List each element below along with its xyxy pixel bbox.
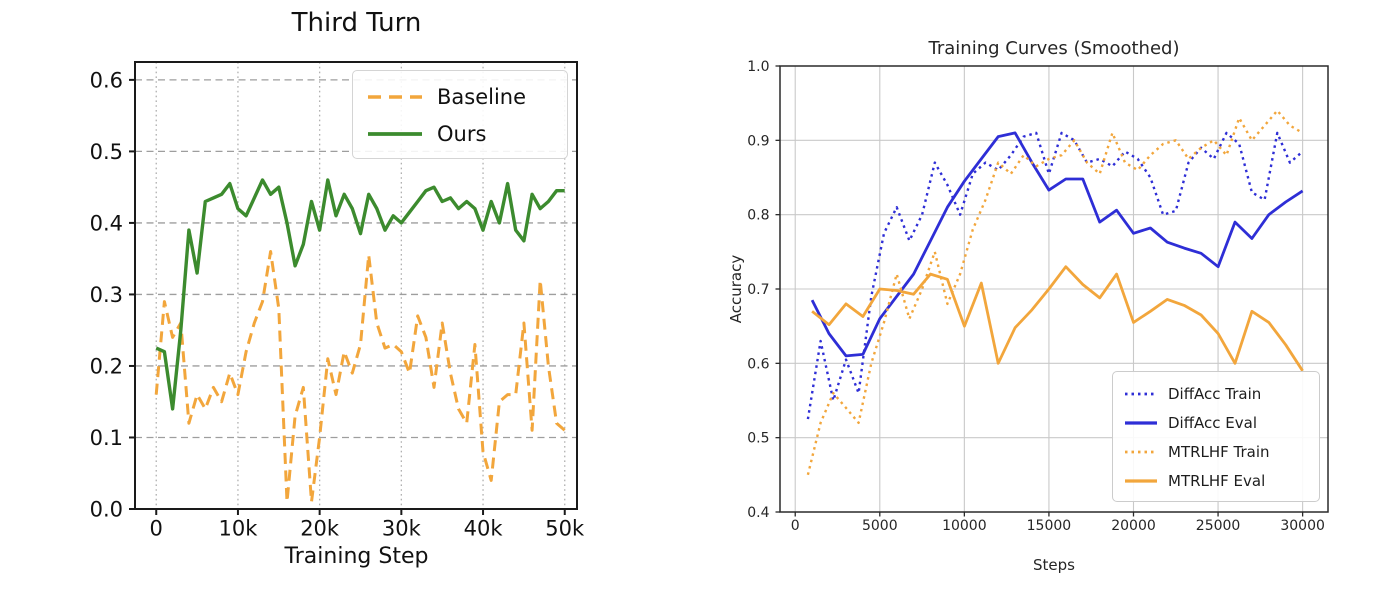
y-tick-label: 0.8 <box>747 208 769 224</box>
legend-line-swatch-baseline <box>368 94 422 99</box>
series-line-mtrlhf-train <box>806 109 1304 476</box>
y-tick-label: 0.5 <box>90 140 123 164</box>
y-tick-label: 0.4 <box>747 505 769 521</box>
x-tick-label: 40k <box>464 517 504 541</box>
x-tick-label: 30k <box>382 517 422 541</box>
plot-border <box>134 61 578 510</box>
training-curves-chart: 0 5000 10000 15000 20000 25000 30000 0.4 0.5 0.6 0… <box>747 59 1329 534</box>
legend-line-swatch-ours <box>368 131 422 136</box>
x-axis-label-steps: Steps <box>1033 556 1075 574</box>
legend-third-turn: Baseline Ours <box>352 70 568 159</box>
y-tick-label: 0.6 <box>747 356 769 372</box>
x-tick-label: 30000 <box>1280 518 1325 534</box>
y-tick-label: 0.0 <box>90 498 123 522</box>
legend-item-diffacc-eval: DiffAcc Eval <box>1124 408 1308 437</box>
legend-line-swatch-diffacc-train <box>1125 392 1157 395</box>
legend-label: MTRLHF Train <box>1168 442 1270 461</box>
x-tick-label: 10000 <box>942 518 987 534</box>
legend-label: DiffAcc Train <box>1168 384 1262 403</box>
chart-title-training-curves: Training Curves (Smoothed) <box>928 38 1180 59</box>
series-line-diffacc-train <box>806 131 1304 420</box>
legend-label: DiffAcc Eval <box>1168 413 1258 432</box>
legend-label: MTRLHF Eval <box>1168 471 1266 490</box>
x-tick-label: 5000 <box>862 518 898 534</box>
x-tick-label: 10k <box>218 517 258 541</box>
series-line-mtrlhf-eval <box>811 265 1304 372</box>
y-tick-label: 0.4 <box>90 211 123 235</box>
y-tick-label: 0.2 <box>90 355 123 379</box>
x-tick-label: 0 <box>150 517 163 541</box>
chart-title-third-turn: Third Turn <box>291 8 422 38</box>
legend-line-swatch-diffacc-eval <box>1125 420 1157 425</box>
series-line-diffacc-eval <box>810 131 1304 358</box>
third-turn-chart: 0 10k 20k 30k 40k 50k 0.0 0.1 0.2 0.3 0.4 0.5 0.6 <box>90 61 585 541</box>
x-tick-label: 25000 <box>1196 518 1241 534</box>
series-line-ours <box>155 178 565 411</box>
legend-label: Ours <box>437 121 487 146</box>
x-tick-label: 20k <box>300 517 340 541</box>
legend-item-ours: Ours <box>367 115 553 152</box>
y-tick-label: 1.0 <box>747 59 769 75</box>
legend-item-mtrlhf-eval: MTRLHF Eval <box>1124 466 1308 495</box>
y-tick-label: 0.5 <box>747 431 769 447</box>
y-tick-label: 0.1 <box>90 426 123 450</box>
x-tick-label: 50k <box>545 517 585 541</box>
legend-item-baseline: Baseline <box>367 78 553 115</box>
y-tick-label: 0.3 <box>90 283 123 307</box>
x-tick-label: 0 <box>791 518 800 534</box>
legend-label: Baseline <box>437 84 527 109</box>
y-tick-label: 0.9 <box>747 133 769 149</box>
x-tick-label: 15000 <box>1027 518 1072 534</box>
y-tick-label: 0.7 <box>747 282 769 298</box>
legend-item-diffacc-train: DiffAcc Train <box>1124 379 1308 408</box>
y-tick-label: 0.6 <box>90 68 123 92</box>
legend-training-curves: DiffAcc Train DiffAcc Eval MTRLHF Train MTR… <box>1112 371 1320 502</box>
x-axis-label-training-step: Training Step <box>284 544 429 569</box>
x-tick-label: 20000 <box>1111 518 1156 534</box>
legend-item-mtrlhf-train: MTRLHF Train <box>1124 437 1308 466</box>
series-line-baseline <box>154 250 566 504</box>
legend-line-swatch-mtrlhf-train <box>1125 450 1157 453</box>
legend-line-swatch-mtrlhf-eval <box>1125 478 1157 483</box>
